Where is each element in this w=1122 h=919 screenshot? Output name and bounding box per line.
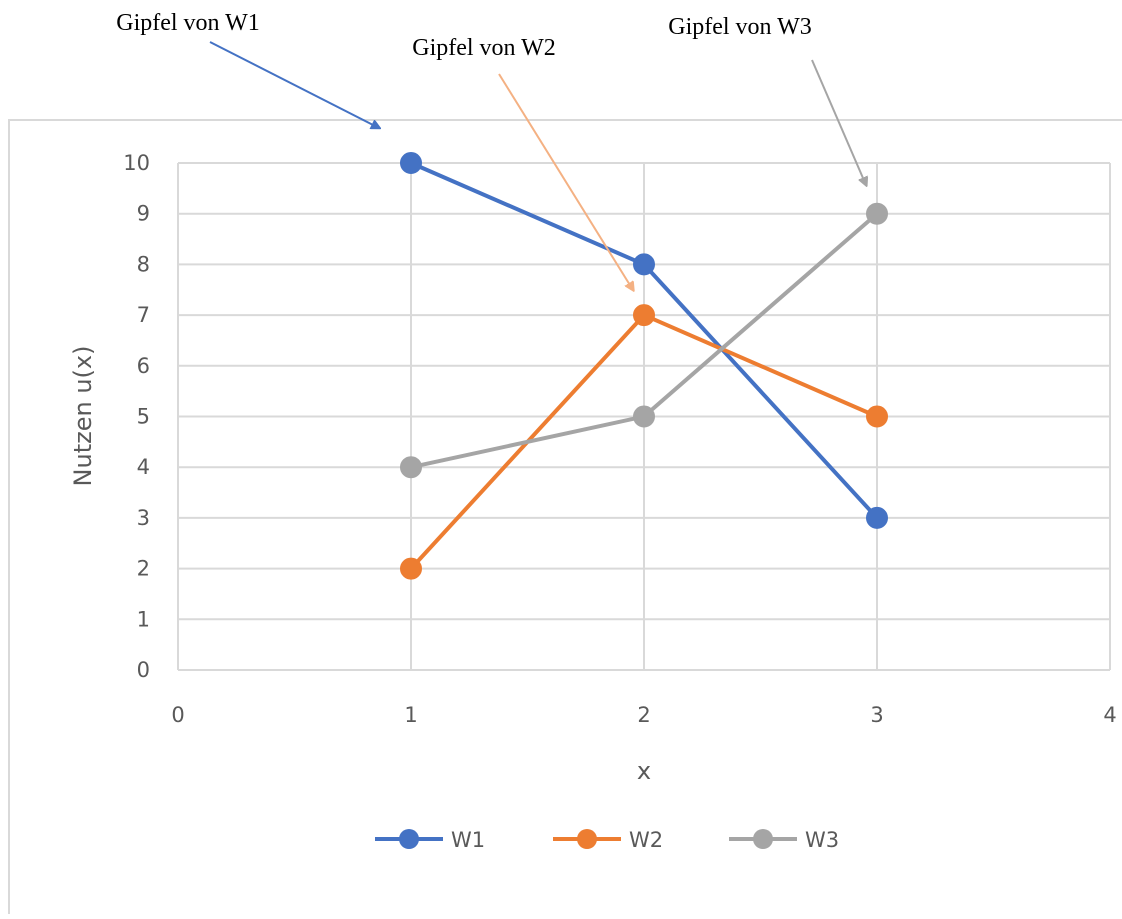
data-point-w1 [866, 506, 888, 529]
data-point-w2 [400, 557, 422, 580]
x-tick-label: 0 [171, 703, 184, 727]
y-tick-label: 4 [137, 455, 150, 479]
data-point-w1 [633, 253, 655, 276]
x-tick-label: 2 [637, 703, 650, 727]
legend-marker-w3 [753, 829, 773, 849]
chart-area-border [8, 119, 1122, 919]
data-point-w3 [400, 456, 422, 479]
data-point-w1 [400, 152, 422, 174]
y-tick-label: 10 [123, 151, 150, 175]
annotation-arrow-w1 [209, 41, 379, 128]
annotation-arrow-w3 [811, 59, 866, 185]
y-axis-title: Nutzen u(x) [69, 346, 97, 487]
data-point-w2 [866, 405, 888, 428]
x-tick-label: 4 [1103, 703, 1116, 727]
legend-label-w3: W3 [805, 828, 839, 852]
legend-label-w1: W1 [451, 828, 485, 852]
annotation-label-w3: Gipfel von W3 [668, 14, 812, 40]
y-tick-label: 7 [137, 303, 150, 327]
legend-marker-w2 [577, 829, 597, 849]
data-point-w2 [633, 304, 655, 327]
y-tick-label: 2 [137, 557, 150, 581]
y-tick-label: 3 [137, 506, 150, 530]
annotation-arrow-w2 [498, 73, 633, 290]
y-tick-label: 1 [137, 607, 150, 631]
data-point-w3 [633, 405, 655, 428]
y-tick-label: 8 [137, 252, 150, 276]
annotation-label-w2: Gipfel von W2 [412, 35, 556, 61]
y-tick-label: 9 [137, 202, 150, 226]
legend-marker-w1 [399, 829, 419, 849]
legend-label-w2: W2 [629, 828, 663, 852]
x-tick-label: 3 [870, 703, 883, 727]
y-tick-label: 5 [137, 405, 150, 429]
y-tick-label: 0 [137, 658, 150, 682]
x-axis-title: x [637, 757, 651, 785]
data-point-w3 [866, 202, 888, 225]
y-tick-label: 6 [137, 354, 150, 378]
annotation-label-w1: Gipfel von W1 [116, 10, 260, 36]
x-tick-label: 1 [404, 703, 417, 727]
